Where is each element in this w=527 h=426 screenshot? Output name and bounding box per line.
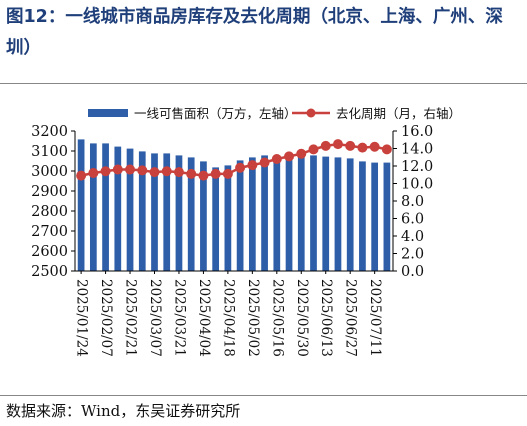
line-point bbox=[381, 144, 392, 155]
bar bbox=[297, 154, 305, 271]
bar bbox=[138, 151, 146, 271]
y-left-tick-label: 2700 bbox=[31, 224, 68, 240]
line-point bbox=[247, 160, 258, 171]
bar bbox=[114, 146, 122, 271]
legend-label-bar: 一线可售面积（万方，左轴） bbox=[134, 106, 297, 121]
bar bbox=[175, 155, 183, 271]
line-point bbox=[186, 168, 197, 179]
x-tick-label: 2025/03/21 bbox=[171, 279, 187, 357]
line-point bbox=[357, 142, 368, 153]
bar bbox=[310, 155, 317, 271]
line-point bbox=[161, 166, 172, 177]
x-tick-label: 2025/04/04 bbox=[196, 279, 212, 357]
bar bbox=[151, 153, 158, 271]
x-tick-label: 2025/05/02 bbox=[245, 279, 261, 357]
line-point bbox=[210, 168, 221, 179]
x-tick-label: 2025/02/21 bbox=[123, 279, 139, 357]
x-tick-label: 2025/05/16 bbox=[269, 279, 285, 357]
line-point bbox=[76, 170, 87, 181]
x-tick-label: 2025/05/30 bbox=[294, 279, 310, 357]
y-left-tick-label: 2800 bbox=[31, 204, 68, 220]
bar bbox=[334, 157, 342, 271]
bar bbox=[383, 162, 391, 271]
y-right-tick-label: 6.0 bbox=[401, 212, 424, 228]
source-rule bbox=[0, 395, 527, 396]
bar bbox=[187, 157, 195, 271]
y-left-tick-label: 2600 bbox=[31, 244, 68, 260]
line-point bbox=[100, 166, 111, 177]
line-point bbox=[320, 140, 331, 151]
line-point bbox=[332, 139, 343, 150]
line-point bbox=[284, 151, 295, 162]
figure-title: 图12：一线城市商品房库存及去化周期（北京、上海、广州、深圳） bbox=[6, 7, 503, 58]
bar bbox=[371, 162, 379, 271]
y-left-tick-label: 3200 bbox=[31, 124, 68, 140]
bar bbox=[77, 139, 85, 271]
bar bbox=[224, 165, 232, 271]
line-point bbox=[198, 170, 209, 181]
line-point bbox=[308, 144, 319, 155]
x-tick-label: 2025/02/07 bbox=[98, 279, 114, 357]
x-tick-label: 2025/03/07 bbox=[147, 279, 163, 357]
line-point bbox=[369, 141, 380, 152]
line-point bbox=[149, 167, 160, 178]
x-tick-label: 2025/04/18 bbox=[220, 279, 236, 357]
bar bbox=[126, 148, 134, 271]
y-right-tick-label: 0.0 bbox=[401, 264, 424, 280]
bar bbox=[248, 157, 256, 271]
line-point bbox=[137, 165, 148, 176]
line-point bbox=[173, 167, 184, 178]
bar bbox=[285, 155, 293, 271]
bar bbox=[346, 158, 354, 271]
bar bbox=[273, 156, 281, 271]
bar bbox=[89, 143, 97, 271]
bar bbox=[359, 161, 366, 271]
line-point bbox=[259, 157, 270, 168]
title-rule bbox=[0, 83, 527, 84]
source-note: 数据来源：Wind，东吴证券研究所 bbox=[6, 402, 241, 420]
y-right-tick-label: 2.0 bbox=[401, 247, 424, 263]
x-tick-label: 2025/06/27 bbox=[343, 279, 359, 357]
line-point bbox=[296, 148, 307, 159]
y-right-tick-label: 16.0 bbox=[401, 124, 433, 140]
y-left-tick-label: 3100 bbox=[31, 144, 68, 160]
y-right-tick-label: 10.0 bbox=[401, 177, 433, 193]
line-point bbox=[235, 162, 246, 173]
bar bbox=[261, 155, 268, 271]
bar bbox=[212, 167, 220, 271]
y-right-tick-label: 12.0 bbox=[401, 159, 433, 175]
legend-label-line: 去化周期（月，右轴） bbox=[336, 106, 461, 121]
y-left-tick-label: 2900 bbox=[31, 184, 68, 200]
line-point bbox=[88, 168, 99, 178]
legend-swatch-bar bbox=[88, 109, 128, 117]
y-right-tick-label: 14.0 bbox=[401, 142, 433, 158]
line-point bbox=[271, 154, 282, 164]
bar bbox=[322, 156, 330, 271]
bar bbox=[200, 161, 207, 271]
legend-marker-line bbox=[306, 108, 316, 118]
y-left-tick-label: 3000 bbox=[31, 164, 68, 180]
x-tick-label: 2025/06/13 bbox=[318, 279, 334, 357]
x-tick-label: 2025/07/11 bbox=[367, 279, 383, 357]
y-right-tick-label: 4.0 bbox=[401, 229, 424, 245]
bar bbox=[163, 153, 171, 271]
y-left-tick-label: 2500 bbox=[31, 264, 68, 280]
bar bbox=[236, 160, 244, 271]
line-point bbox=[112, 164, 123, 175]
x-tick-label: 2025/01/24 bbox=[74, 279, 90, 357]
line-point bbox=[222, 168, 233, 179]
bar bbox=[102, 143, 109, 271]
y-right-tick-label: 8.0 bbox=[401, 194, 424, 210]
line-point bbox=[345, 140, 356, 151]
line-point bbox=[125, 164, 136, 175]
